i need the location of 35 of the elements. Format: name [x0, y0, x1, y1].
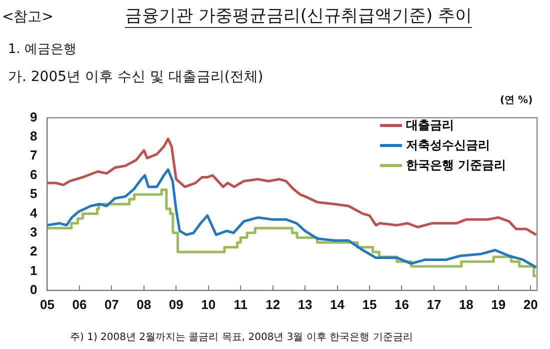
- x-tick-label: 06: [72, 296, 87, 312]
- x-tick-label: 12: [266, 296, 280, 312]
- x-tick-label: 18: [458, 296, 474, 312]
- text: 1. 예금은행: [8, 41, 77, 58]
- x-tick-label: 16: [394, 296, 409, 312]
- x-tick-label: 20: [523, 296, 538, 312]
- x-tick-label: 10: [201, 296, 216, 312]
- x-tick-label: 05: [40, 296, 54, 312]
- x-tick-label: 15: [362, 296, 377, 312]
- x-tick-label: 14: [330, 296, 346, 312]
- y-tick-label: 0: [30, 282, 38, 297]
- legend-label: 대출금리: [406, 116, 454, 134]
- y-axis-title: (연 %): [500, 94, 533, 107]
- y-tick-label: 8: [30, 128, 38, 144]
- legend-label: 저축성수신금리: [406, 136, 490, 154]
- y-tick-label: 9: [30, 109, 38, 124]
- y-tick-label: 5: [30, 186, 38, 202]
- x-tick-label: 17: [426, 296, 442, 312]
- x-tick-label: 07: [104, 296, 119, 312]
- x-tick-label: 09: [168, 296, 184, 312]
- y-tick-label: 7: [30, 148, 38, 163]
- chart-subtitle: 가. 2005년 이후 수신 및 대출금리(전체): [8, 68, 264, 86]
- legend-label: 한국은행 기준금리: [406, 156, 506, 174]
- y-tick-label: 6: [30, 166, 38, 182]
- y-tick-label: 3: [30, 224, 38, 240]
- x-tick-label: 19: [491, 296, 506, 312]
- y-tick-label: 1: [30, 262, 38, 278]
- y-tick-label: 2: [30, 244, 38, 259]
- x-tick-label: 11: [234, 296, 248, 312]
- text: 주) 1) 2008년 2월까지는 콜금리 목표, 2008년 3월 이후 한국은행 기준금리: [70, 331, 413, 344]
- y-tick-label: 4: [30, 205, 38, 220]
- x-tick-label: 13: [298, 296, 312, 312]
- chart-title: 금융기관 가중평균금리(신규취급액기준) 추이: [125, 5, 472, 28]
- text: <참고>: [2, 8, 54, 26]
- x-tick-label: 08: [136, 296, 152, 312]
